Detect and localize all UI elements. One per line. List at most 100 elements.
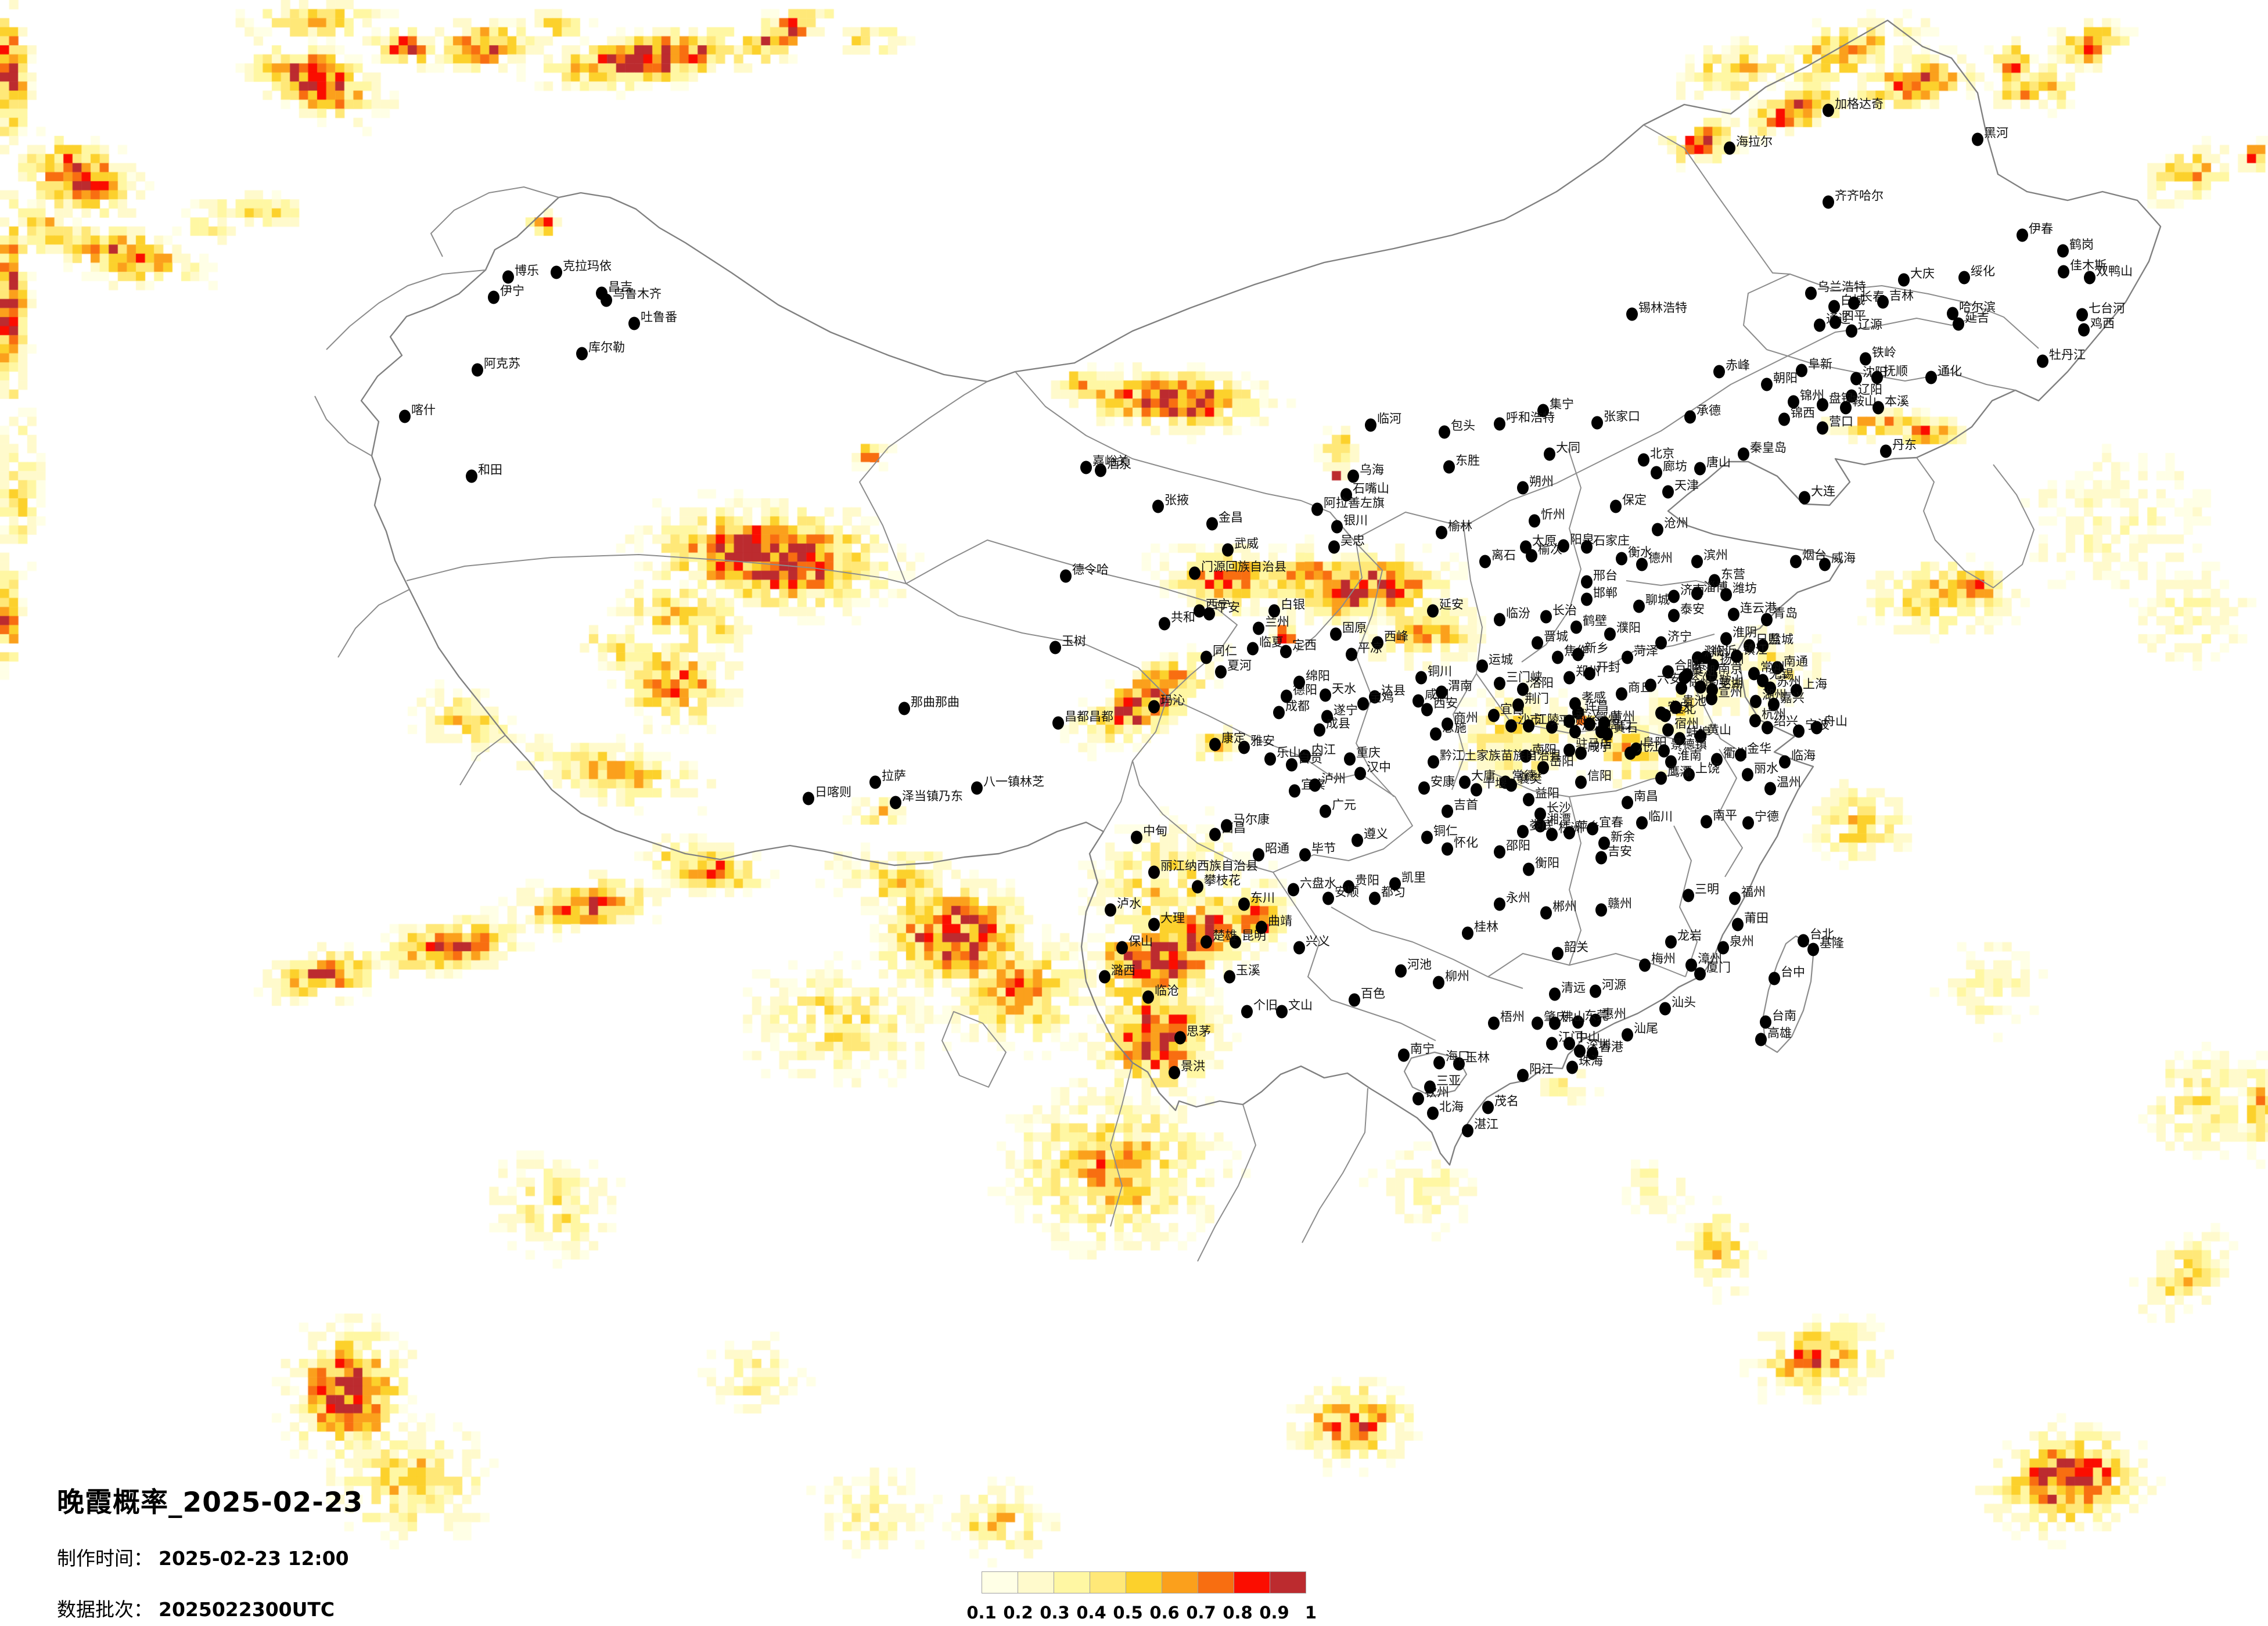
city-marker: 金昌	[1206, 510, 1243, 531]
city-marker: 常德	[1500, 769, 1536, 789]
border-hebei-shanxi	[1521, 448, 1582, 663]
city-dot	[1779, 755, 1791, 769]
city-dot	[1639, 958, 1651, 972]
city-label: 温州	[1777, 775, 1801, 789]
city-dot	[1668, 589, 1680, 603]
city-marker: 阳江	[1517, 1062, 1554, 1082]
border-hunan-guangdong	[1487, 953, 1686, 977]
city-marker: 南京	[1706, 662, 1742, 682]
city-label: 锦西	[1791, 406, 1815, 420]
city-label: 台北	[1810, 927, 1834, 941]
city-label: 承德	[1696, 404, 1721, 418]
city-label: 上海	[1803, 677, 1827, 691]
city-marker: 濮阳	[1604, 621, 1641, 641]
city-label: 伊宁	[500, 284, 524, 298]
city-label: 阿拉善左旗	[1324, 496, 1385, 510]
border-kunlun-xinjiang-south	[406, 554, 907, 584]
city-dot	[466, 469, 477, 483]
city-label: 临河	[1377, 412, 1401, 426]
city-marker: 鸡西	[2078, 316, 2115, 337]
city-label: 梅州	[1651, 952, 1676, 966]
city-dot	[1412, 1092, 1424, 1106]
border-hunan-jiangxi	[1569, 796, 1582, 966]
city-marker: 忻州	[1529, 508, 1565, 528]
city-dot	[1523, 719, 1534, 733]
city-dot	[1347, 469, 1359, 483]
legend-swatch	[1234, 1571, 1270, 1593]
city-marker: 中甸	[1131, 824, 1167, 844]
city-marker: 佛山	[1549, 1010, 1586, 1030]
city-label: 延吉	[1965, 311, 1989, 325]
city-label: 毕节	[1311, 841, 1336, 855]
city-label: 丽水	[1754, 761, 1778, 775]
city-marker: 基隆	[1807, 936, 1844, 956]
city-marker: 平凉	[1346, 641, 1382, 661]
city-label: 绵阳	[1306, 669, 1330, 683]
city-marker: 上饶	[1683, 761, 1720, 782]
city-label: 思茅	[1187, 1024, 1211, 1038]
city-label: 荆门	[1525, 692, 1549, 706]
city-marker: 武威	[1222, 537, 1259, 557]
city-label: 长治	[1552, 603, 1577, 617]
city-marker: 永州	[1494, 891, 1530, 911]
city-dot	[1676, 681, 1687, 695]
city-label: 安顺	[1335, 885, 1359, 899]
city-label: 忻州	[1541, 508, 1565, 521]
city-marker: 益阳	[1523, 786, 1559, 807]
city-dot	[1189, 566, 1201, 580]
city-label: 北京	[1650, 447, 1674, 461]
city-marker: 潞西	[1099, 963, 1135, 984]
city-label: 张掖	[1164, 493, 1189, 507]
city-label: 三明	[1695, 882, 1719, 896]
city-dot	[1587, 822, 1598, 836]
city-label: 兰州	[1265, 615, 1289, 629]
city-label: 鹤岗	[2069, 238, 2094, 251]
city-marker: 香港	[1587, 1040, 1623, 1060]
city-label: 绥化	[1971, 264, 1995, 278]
city-label: 常德	[1512, 769, 1536, 783]
city-marker: 鹰潭	[1655, 765, 1692, 785]
city-label: 连云港	[1740, 601, 1777, 615]
city-label: 岳阳	[1550, 754, 1574, 768]
city-label: 临沧	[1155, 984, 1179, 998]
city-label: 吉林	[1889, 289, 1914, 303]
city-label: 双鸭山	[2096, 264, 2133, 278]
city-marker: 广元	[1320, 798, 1356, 818]
city-dot	[1744, 639, 1755, 653]
city-label: 黔江土家族苗族自治县	[1440, 749, 1562, 762]
city-marker: 汕头	[1659, 995, 1696, 1016]
city-dot	[1369, 690, 1381, 704]
city-dot	[1823, 195, 1834, 209]
city-dot	[1427, 1106, 1439, 1120]
city-dot	[1572, 647, 1584, 661]
border-innermongolia-south	[1015, 313, 1987, 541]
city-dot	[898, 702, 910, 715]
city-dot	[1662, 665, 1674, 679]
city-label: 昭通	[1265, 841, 1289, 855]
city-label: 天水	[1332, 682, 1356, 696]
border-heilongjiang-jilin	[1789, 274, 2039, 349]
city-label: 晋城	[1544, 629, 1568, 643]
city-label: 玛沁	[1160, 693, 1185, 707]
legend-tick: 0.4	[1076, 1603, 1106, 1623]
city-label: 宿州	[1674, 717, 1699, 731]
city-dot	[1421, 830, 1433, 844]
city-label: 南京	[1718, 662, 1742, 676]
city-dot	[1848, 296, 1860, 310]
city-label: 绍兴	[1774, 714, 1798, 728]
city-label: 北海	[1439, 1100, 1464, 1114]
city-dot	[1049, 641, 1061, 654]
city-marker: 河源	[1590, 978, 1626, 998]
city-dot	[1268, 604, 1280, 618]
city-label: 高雄	[1767, 1026, 1792, 1040]
city-label: 长沙	[1547, 801, 1571, 815]
city-dot	[1159, 617, 1170, 631]
city-dot	[1624, 746, 1636, 760]
city-dot	[1215, 665, 1227, 679]
city-marker: 南昌	[1622, 789, 1658, 810]
city-dot	[1288, 883, 1299, 897]
city-dot	[1436, 685, 1447, 699]
city-dot	[1972, 132, 1983, 146]
